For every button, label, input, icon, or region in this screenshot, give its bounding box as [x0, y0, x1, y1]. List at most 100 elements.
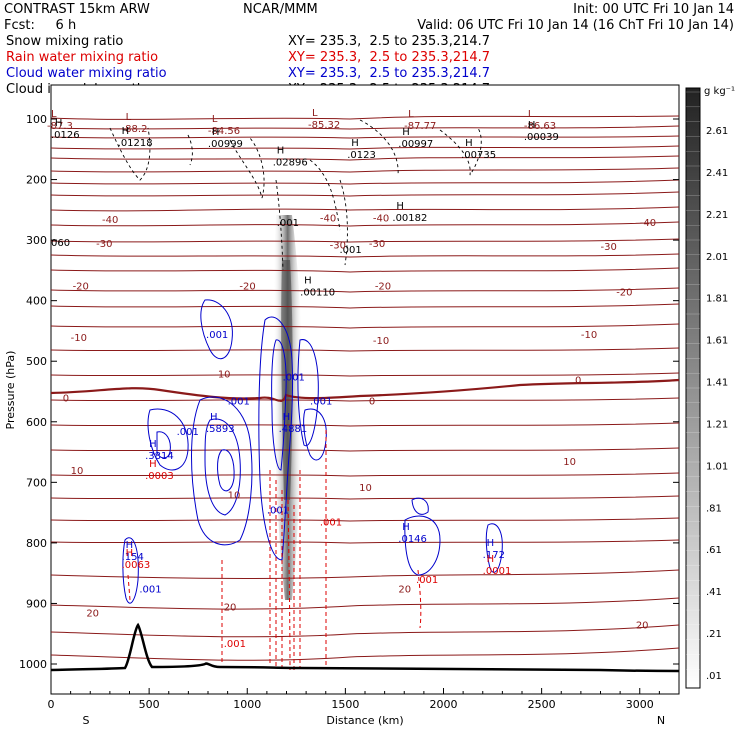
extremum-letter: H — [465, 138, 473, 149]
extremum-letter: L — [312, 108, 318, 119]
x-axis-label: Distance (km) — [326, 714, 403, 727]
contour-label: -30 — [96, 239, 112, 250]
contour-label: -30 — [330, 240, 346, 251]
colorbar-tick-label: 1.61 — [706, 336, 728, 347]
extremum-value: .01218 — [118, 138, 153, 149]
y-tick-label: 300 — [26, 234, 47, 247]
contour-label: -40 — [373, 214, 389, 225]
x-tick-label: 2500 — [528, 698, 556, 711]
colorbar-tick-label: .61 — [706, 545, 722, 556]
extremum-value: .00999 — [208, 139, 243, 150]
x-axis: 0 500 1000 1500 2000 2500 3000 — [48, 688, 660, 711]
contour-label: .001 — [267, 506, 289, 517]
contour-label: -20 — [239, 282, 255, 293]
colorbar-tick-label: 1.01 — [706, 461, 728, 472]
contour-label: .001 — [283, 372, 305, 383]
contour-label: -10 — [373, 336, 389, 347]
contour-label: -20 — [616, 288, 632, 299]
extremum-letter: H — [149, 459, 157, 470]
contour-label: .001 — [277, 218, 299, 229]
contour-label: .001 — [320, 518, 342, 529]
extremum-value: .00735 — [461, 150, 496, 161]
contour-label: .001 — [416, 575, 438, 586]
x-tick-label: 1000 — [233, 698, 261, 711]
contour-label: 10 — [228, 490, 241, 501]
extremum-letter: L — [126, 112, 132, 123]
x-tick-label: 0 — [48, 698, 55, 711]
colorbar-lines — [686, 91, 700, 670]
legend-cloud-water-xy: XY= 235.3, 2.5 to 235.3,214.7 — [288, 66, 490, 81]
contour-label: 10 — [71, 466, 84, 477]
rain-contours — [127, 430, 422, 671]
extremum-letter: H — [487, 538, 495, 549]
contour-label: 20 — [398, 584, 411, 595]
colorbar-tick-label: 2.21 — [706, 210, 728, 221]
contour-label: -20 — [375, 282, 391, 293]
contour-label: 0 — [575, 375, 581, 386]
extremum-value: -85.32 — [308, 120, 340, 131]
south-label: S — [83, 714, 90, 727]
legend-snow-xy: XY= 235.3, 2.5 to 235.3,214.7 — [288, 34, 490, 49]
colorbar-tick-label: 2.61 — [706, 126, 728, 137]
extremum-letter: H — [122, 126, 130, 137]
terrain-line — [51, 622, 679, 673]
extremum-value: .4881 — [279, 424, 308, 435]
contour-label: 20 — [636, 621, 649, 632]
contour-label: 10 — [359, 483, 372, 494]
contour-label: -40 — [102, 215, 118, 226]
y-axis-label: Pressure (hPa) — [4, 351, 17, 430]
extremum-letter: H — [304, 276, 312, 287]
contour-label: .001 — [339, 245, 361, 256]
extremum-value: -84.56 — [208, 126, 240, 137]
contour-label: -20 — [73, 282, 89, 293]
contour-label: 20 — [86, 609, 99, 620]
colorbar-tick-label: 2.01 — [706, 252, 728, 263]
extremum-letter: H — [126, 548, 134, 559]
colorbar-tick-label: 2.41 — [706, 168, 728, 179]
y-tick-label: 1000 — [19, 658, 47, 671]
colorbar-tick-label: 1.41 — [706, 378, 728, 389]
colorbar-labels: 2.61 2.41 2.21 2.01 1.81 1.61 1.41 1.21 1.01 .81.… — [706, 126, 728, 682]
extremum-letter: H — [351, 138, 359, 149]
institution-label: NCAR/MMM — [243, 2, 318, 17]
y-tick-label: 500 — [26, 355, 47, 368]
north-label: N — [657, 714, 665, 727]
contour-labels: .001 .001 .001 .001 .001 .001 .001 .001 .001 .001… — [51, 214, 656, 650]
contour-label: -10 — [581, 330, 597, 341]
model-title: CONTRAST 15km ARW — [4, 2, 150, 17]
y-tick-label: 600 — [26, 416, 47, 429]
contour-label: .001 — [228, 397, 250, 408]
colorbar-tick-label: 1.81 — [706, 294, 728, 305]
extremum-letter: H — [283, 412, 291, 423]
extremum-value: -87.77 — [404, 121, 436, 132]
colorbar-tick-label: .21 — [706, 629, 722, 640]
extremum-value: -87.3 — [47, 121, 73, 132]
extremum-letter: H — [277, 145, 285, 156]
extremum-letter: H — [402, 522, 410, 533]
legend-rain-xy: XY= 235.3, 2.5 to 235.3,214.7 — [288, 50, 490, 65]
extremum-value: .00997 — [398, 139, 433, 150]
colorbar-tick-label: .81 — [706, 503, 722, 514]
extremum-letter: L — [212, 114, 218, 125]
contour-label: 20 — [224, 602, 237, 613]
extremum-letter: L — [51, 109, 57, 120]
contour-label: .001 — [224, 639, 246, 650]
valid-time: Valid: 06 UTC Fri 10 Jan 14 (16 ChT Fri … — [417, 18, 734, 33]
x-tick-label: 2000 — [430, 698, 458, 711]
x-tick-label: 3000 — [626, 698, 654, 711]
x-tick-label: 500 — [139, 698, 160, 711]
extremum-letter: H — [528, 120, 536, 131]
y-tick-label: 200 — [26, 174, 47, 187]
extremum-value: .0063 — [122, 560, 151, 571]
temperature-contours — [51, 115, 679, 661]
extremum-value: .0146 — [398, 534, 427, 545]
extremum-letter: H — [212, 127, 220, 138]
contour-label: .001 — [139, 584, 161, 595]
contour-label: 0 — [369, 397, 375, 408]
y-tick-label: 100 — [26, 113, 47, 126]
extremum-letter: H — [396, 201, 404, 212]
extremum-letter: H — [126, 540, 134, 551]
contour-label: -30 — [369, 239, 385, 250]
freezing-level-contour — [51, 378, 679, 402]
extremum-value: .0003 — [145, 471, 174, 482]
